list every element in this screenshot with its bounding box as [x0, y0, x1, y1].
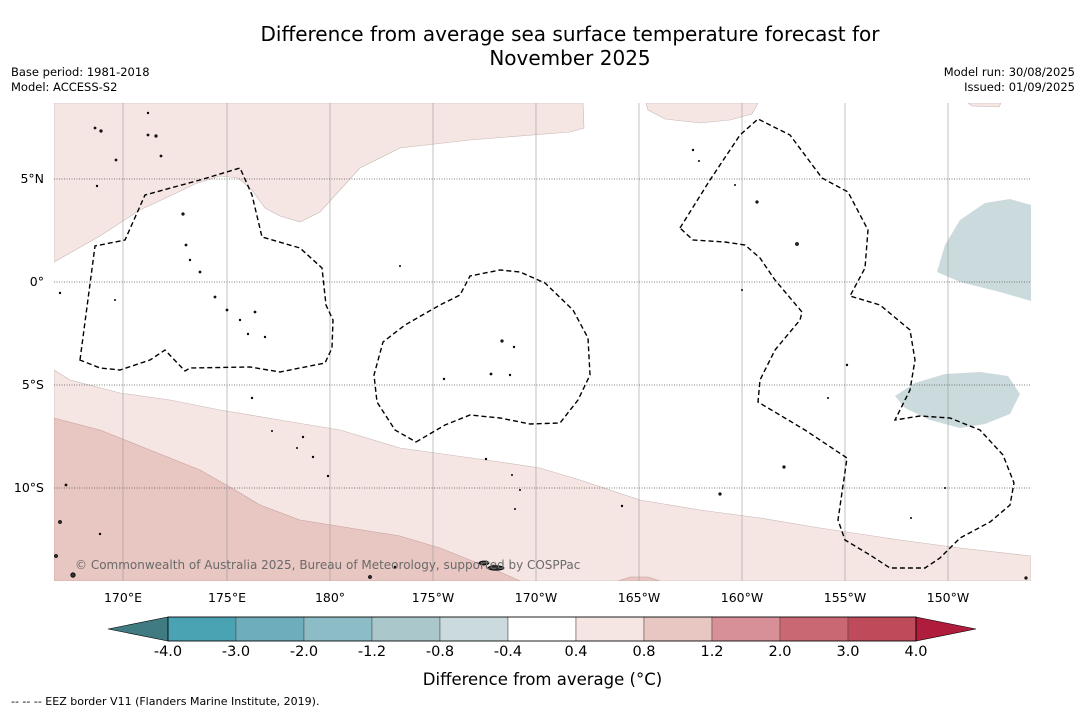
colorbar-label: 3.0 — [836, 644, 860, 660]
x-tick-150w: 150°W — [926, 590, 970, 605]
colorbar-label: 2.0 — [768, 644, 792, 660]
x-tick-170w: 170°W — [514, 590, 558, 605]
colorbar-segment — [303, 616, 373, 642]
title-line-2: November 2025 — [489, 46, 651, 70]
anomaly-region-north — [54, 103, 585, 263]
islands — [54, 111, 1028, 580]
x-tick-155w: 155°W — [823, 590, 867, 605]
colorbar-under-arrow — [107, 616, 169, 642]
colorbar-label: -2.0 — [289, 644, 319, 660]
colorbar-label: -3.0 — [221, 644, 251, 660]
colorbar-title: Difference from average (°C) — [422, 670, 663, 689]
y-tick-10s: 10°S — [13, 480, 44, 495]
colorbar-label: 0.8 — [632, 644, 656, 660]
x-tick-175e: 175°E — [207, 590, 246, 605]
colorbar-frame — [167, 616, 917, 642]
y-tick-5n: 5°N — [20, 171, 44, 186]
base-period: Base period: 1981-2018 — [11, 65, 150, 79]
colorbar-segment — [235, 616, 305, 642]
colorbar-label: 4.0 — [904, 644, 928, 660]
anomaly-region-north-east — [645, 103, 759, 124]
graticule-lat — [54, 178, 1031, 489]
map-title: Difference from average sea surface temp… — [0, 22, 1085, 70]
eez-kiribati-phoenix — [373, 269, 591, 443]
anomaly-region-cool-east — [937, 199, 1031, 301]
graticule — [122, 103, 949, 581]
eez-kiribati-line — [679, 118, 1015, 569]
colorbar-segments — [107, 616, 977, 642]
meta-right: Model run: 30/08/2025 Issued: 01/09/2025 — [944, 65, 1075, 95]
x-tick-165w: 165°W — [617, 590, 661, 605]
colorbar-label: 1.2 — [700, 644, 724, 660]
colorbar-label: -0.8 — [425, 644, 455, 660]
x-tick-160w: 160°W — [720, 590, 764, 605]
colorbar-label: -0.4 — [493, 644, 523, 660]
colorbar-segment — [575, 616, 645, 642]
colorbar — [107, 616, 977, 642]
colorbar-segment — [371, 616, 441, 642]
colorbar-segment — [507, 616, 577, 642]
colorbar-segment — [167, 616, 237, 642]
colorbar-segment — [643, 616, 713, 642]
y-tick-5s: 5°S — [21, 377, 44, 392]
colorbar-label: -1.2 — [357, 644, 387, 660]
x-tick-180: 180° — [314, 590, 346, 605]
anomaly-region-south-warm — [54, 417, 521, 581]
issued-date: Issued: 01/09/2025 — [964, 80, 1075, 94]
y-tick-0: 0° — [29, 274, 44, 289]
x-tick-175w: 175°W — [411, 590, 455, 605]
copyright-notice: © Commonwealth of Australia 2025, Bureau… — [75, 558, 581, 572]
model-run: Model run: 30/08/2025 — [943, 65, 1075, 79]
meta-left: Base period: 1981-2018 Model: ACCESS-S2 — [11, 65, 150, 95]
anomaly-region-corner — [967, 103, 1002, 108]
eez-footnote: -- -- -- EEZ border V11 (Flanders Marine… — [11, 695, 320, 708]
colorbar-over-arrow — [915, 616, 977, 642]
colorbar-label: -4.0 — [153, 644, 183, 660]
colorbar-segment — [779, 616, 849, 642]
title-line-1: Difference from average sea surface temp… — [260, 22, 880, 46]
anomaly-region-cool-south-east — [895, 372, 1020, 428]
colorbar-segment — [847, 616, 917, 642]
colorbar-segment — [439, 616, 509, 642]
colorbar-segment — [711, 616, 781, 642]
map-area — [54, 103, 1031, 581]
eez-borders — [79, 118, 1015, 569]
eez-kiribati-gilbert — [79, 167, 334, 373]
model-name: Model: ACCESS-S2 — [11, 80, 118, 94]
x-tick-170e: 170°E — [103, 590, 142, 605]
colorbar-label: 0.4 — [564, 644, 588, 660]
